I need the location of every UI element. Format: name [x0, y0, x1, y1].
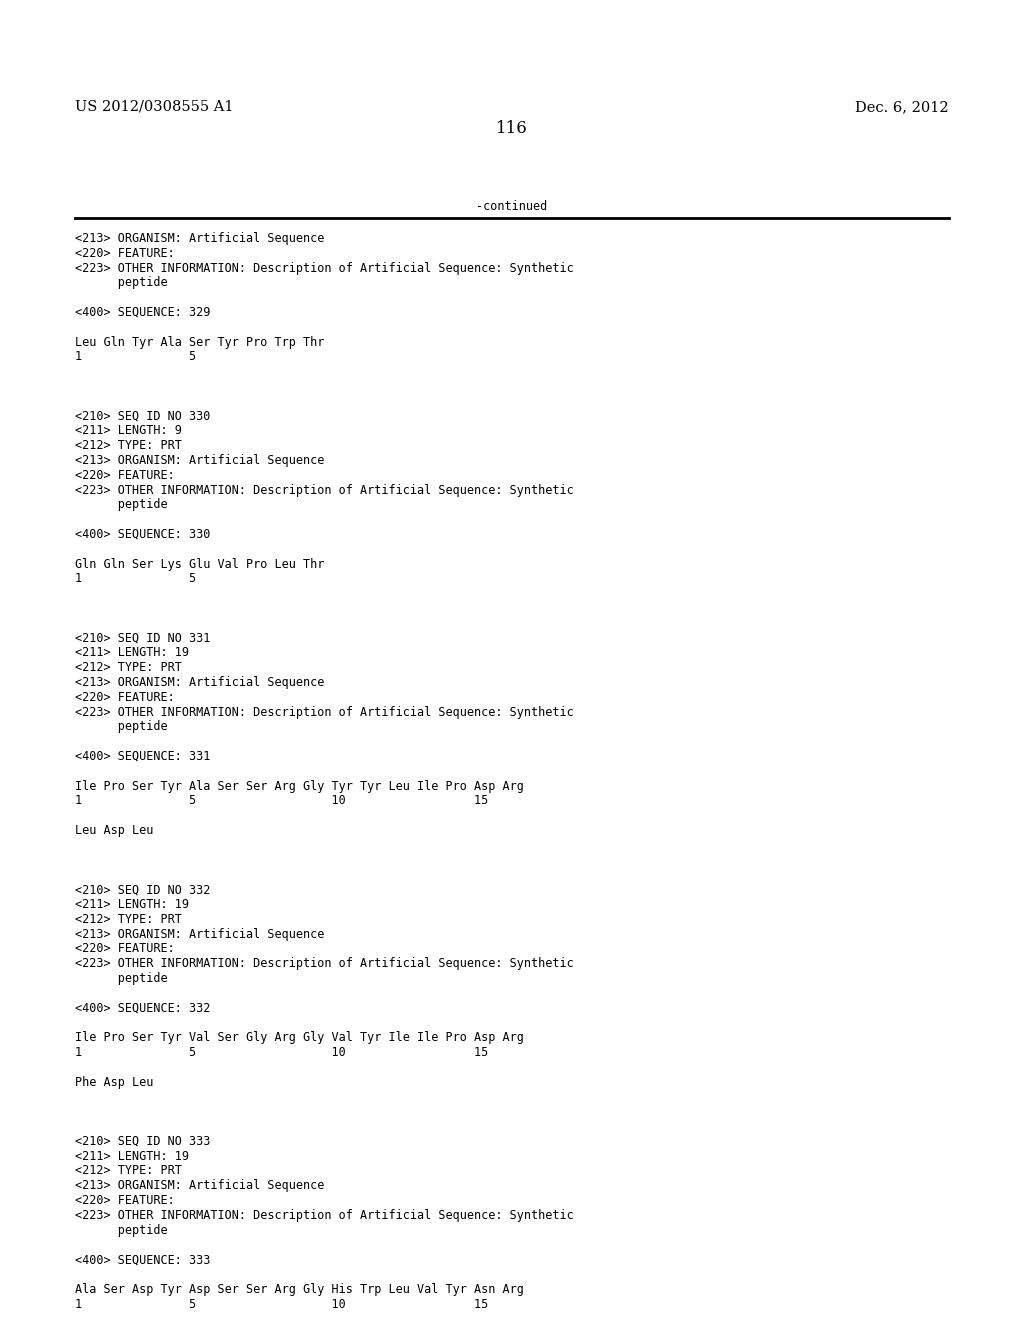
- Text: <400> SEQUENCE: 330: <400> SEQUENCE: 330: [75, 528, 210, 541]
- Text: 1               5                   10                  15: 1 5 10 15: [75, 795, 488, 808]
- Text: <220> FEATURE:: <220> FEATURE:: [75, 247, 175, 260]
- Text: <220> FEATURE:: <220> FEATURE:: [75, 469, 175, 482]
- Text: <223> OTHER INFORMATION: Description of Artificial Sequence: Synthetic: <223> OTHER INFORMATION: Description of …: [75, 261, 573, 275]
- Text: peptide: peptide: [75, 1224, 168, 1237]
- Text: <213> ORGANISM: Artificial Sequence: <213> ORGANISM: Artificial Sequence: [75, 928, 325, 941]
- Text: <211> LENGTH: 9: <211> LENGTH: 9: [75, 425, 182, 437]
- Text: <211> LENGTH: 19: <211> LENGTH: 19: [75, 1150, 189, 1163]
- Text: <223> OTHER INFORMATION: Description of Artificial Sequence: Synthetic: <223> OTHER INFORMATION: Description of …: [75, 1209, 573, 1222]
- Text: <210> SEQ ID NO 330: <210> SEQ ID NO 330: [75, 409, 210, 422]
- Text: 1               5: 1 5: [75, 573, 197, 585]
- Text: <223> OTHER INFORMATION: Description of Artificial Sequence: Synthetic: <223> OTHER INFORMATION: Description of …: [75, 957, 573, 970]
- Text: <400> SEQUENCE: 333: <400> SEQUENCE: 333: [75, 1253, 210, 1266]
- Text: <210> SEQ ID NO 332: <210> SEQ ID NO 332: [75, 883, 210, 896]
- Text: US 2012/0308555 A1: US 2012/0308555 A1: [75, 100, 233, 114]
- Text: peptide: peptide: [75, 721, 168, 734]
- Text: <211> LENGTH: 19: <211> LENGTH: 19: [75, 898, 189, 911]
- Text: <212> TYPE: PRT: <212> TYPE: PRT: [75, 661, 182, 675]
- Text: <212> TYPE: PRT: <212> TYPE: PRT: [75, 913, 182, 925]
- Text: <220> FEATURE:: <220> FEATURE:: [75, 942, 175, 956]
- Text: <400> SEQUENCE: 329: <400> SEQUENCE: 329: [75, 306, 210, 319]
- Text: peptide: peptide: [75, 499, 168, 511]
- Text: <223> OTHER INFORMATION: Description of Artificial Sequence: Synthetic: <223> OTHER INFORMATION: Description of …: [75, 483, 573, 496]
- Text: <213> ORGANISM: Artificial Sequence: <213> ORGANISM: Artificial Sequence: [75, 1179, 325, 1192]
- Text: <213> ORGANISM: Artificial Sequence: <213> ORGANISM: Artificial Sequence: [75, 676, 325, 689]
- Text: Leu Asp Leu: Leu Asp Leu: [75, 824, 154, 837]
- Text: Gln Gln Ser Lys Glu Val Pro Leu Thr: Gln Gln Ser Lys Glu Val Pro Leu Thr: [75, 557, 325, 570]
- Text: <210> SEQ ID NO 331: <210> SEQ ID NO 331: [75, 631, 210, 644]
- Text: <210> SEQ ID NO 333: <210> SEQ ID NO 333: [75, 1135, 210, 1148]
- Text: <220> FEATURE:: <220> FEATURE:: [75, 690, 175, 704]
- Text: <223> OTHER INFORMATION: Description of Artificial Sequence: Synthetic: <223> OTHER INFORMATION: Description of …: [75, 706, 573, 718]
- Text: Phe Asp Leu: Phe Asp Leu: [75, 1076, 154, 1089]
- Text: <212> TYPE: PRT: <212> TYPE: PRT: [75, 440, 182, 453]
- Text: <400> SEQUENCE: 332: <400> SEQUENCE: 332: [75, 1002, 210, 1015]
- Text: <400> SEQUENCE: 331: <400> SEQUENCE: 331: [75, 750, 210, 763]
- Text: peptide: peptide: [75, 276, 168, 289]
- Text: Ala Ser Asp Tyr Asp Ser Ser Arg Gly His Trp Leu Val Tyr Asn Arg: Ala Ser Asp Tyr Asp Ser Ser Arg Gly His …: [75, 1283, 524, 1296]
- Text: 1               5: 1 5: [75, 350, 197, 363]
- Text: Leu Gln Tyr Ala Ser Tyr Pro Trp Thr: Leu Gln Tyr Ala Ser Tyr Pro Trp Thr: [75, 335, 325, 348]
- Text: peptide: peptide: [75, 972, 168, 985]
- Text: Ile Pro Ser Tyr Val Ser Gly Arg Gly Val Tyr Ile Ile Pro Asp Arg: Ile Pro Ser Tyr Val Ser Gly Arg Gly Val …: [75, 1031, 524, 1044]
- Text: -continued: -continued: [476, 201, 548, 213]
- Text: <211> LENGTH: 19: <211> LENGTH: 19: [75, 647, 189, 660]
- Text: <213> ORGANISM: Artificial Sequence: <213> ORGANISM: Artificial Sequence: [75, 454, 325, 467]
- Text: <220> FEATURE:: <220> FEATURE:: [75, 1195, 175, 1206]
- Text: 1               5                   10                  15: 1 5 10 15: [75, 1045, 488, 1059]
- Text: 1               5                   10                  15: 1 5 10 15: [75, 1298, 488, 1311]
- Text: 116: 116: [496, 120, 528, 137]
- Text: Dec. 6, 2012: Dec. 6, 2012: [855, 100, 949, 114]
- Text: <213> ORGANISM: Artificial Sequence: <213> ORGANISM: Artificial Sequence: [75, 232, 325, 246]
- Text: <212> TYPE: PRT: <212> TYPE: PRT: [75, 1164, 182, 1177]
- Text: Ile Pro Ser Tyr Ala Ser Ser Arg Gly Tyr Tyr Leu Ile Pro Asp Arg: Ile Pro Ser Tyr Ala Ser Ser Arg Gly Tyr …: [75, 780, 524, 792]
